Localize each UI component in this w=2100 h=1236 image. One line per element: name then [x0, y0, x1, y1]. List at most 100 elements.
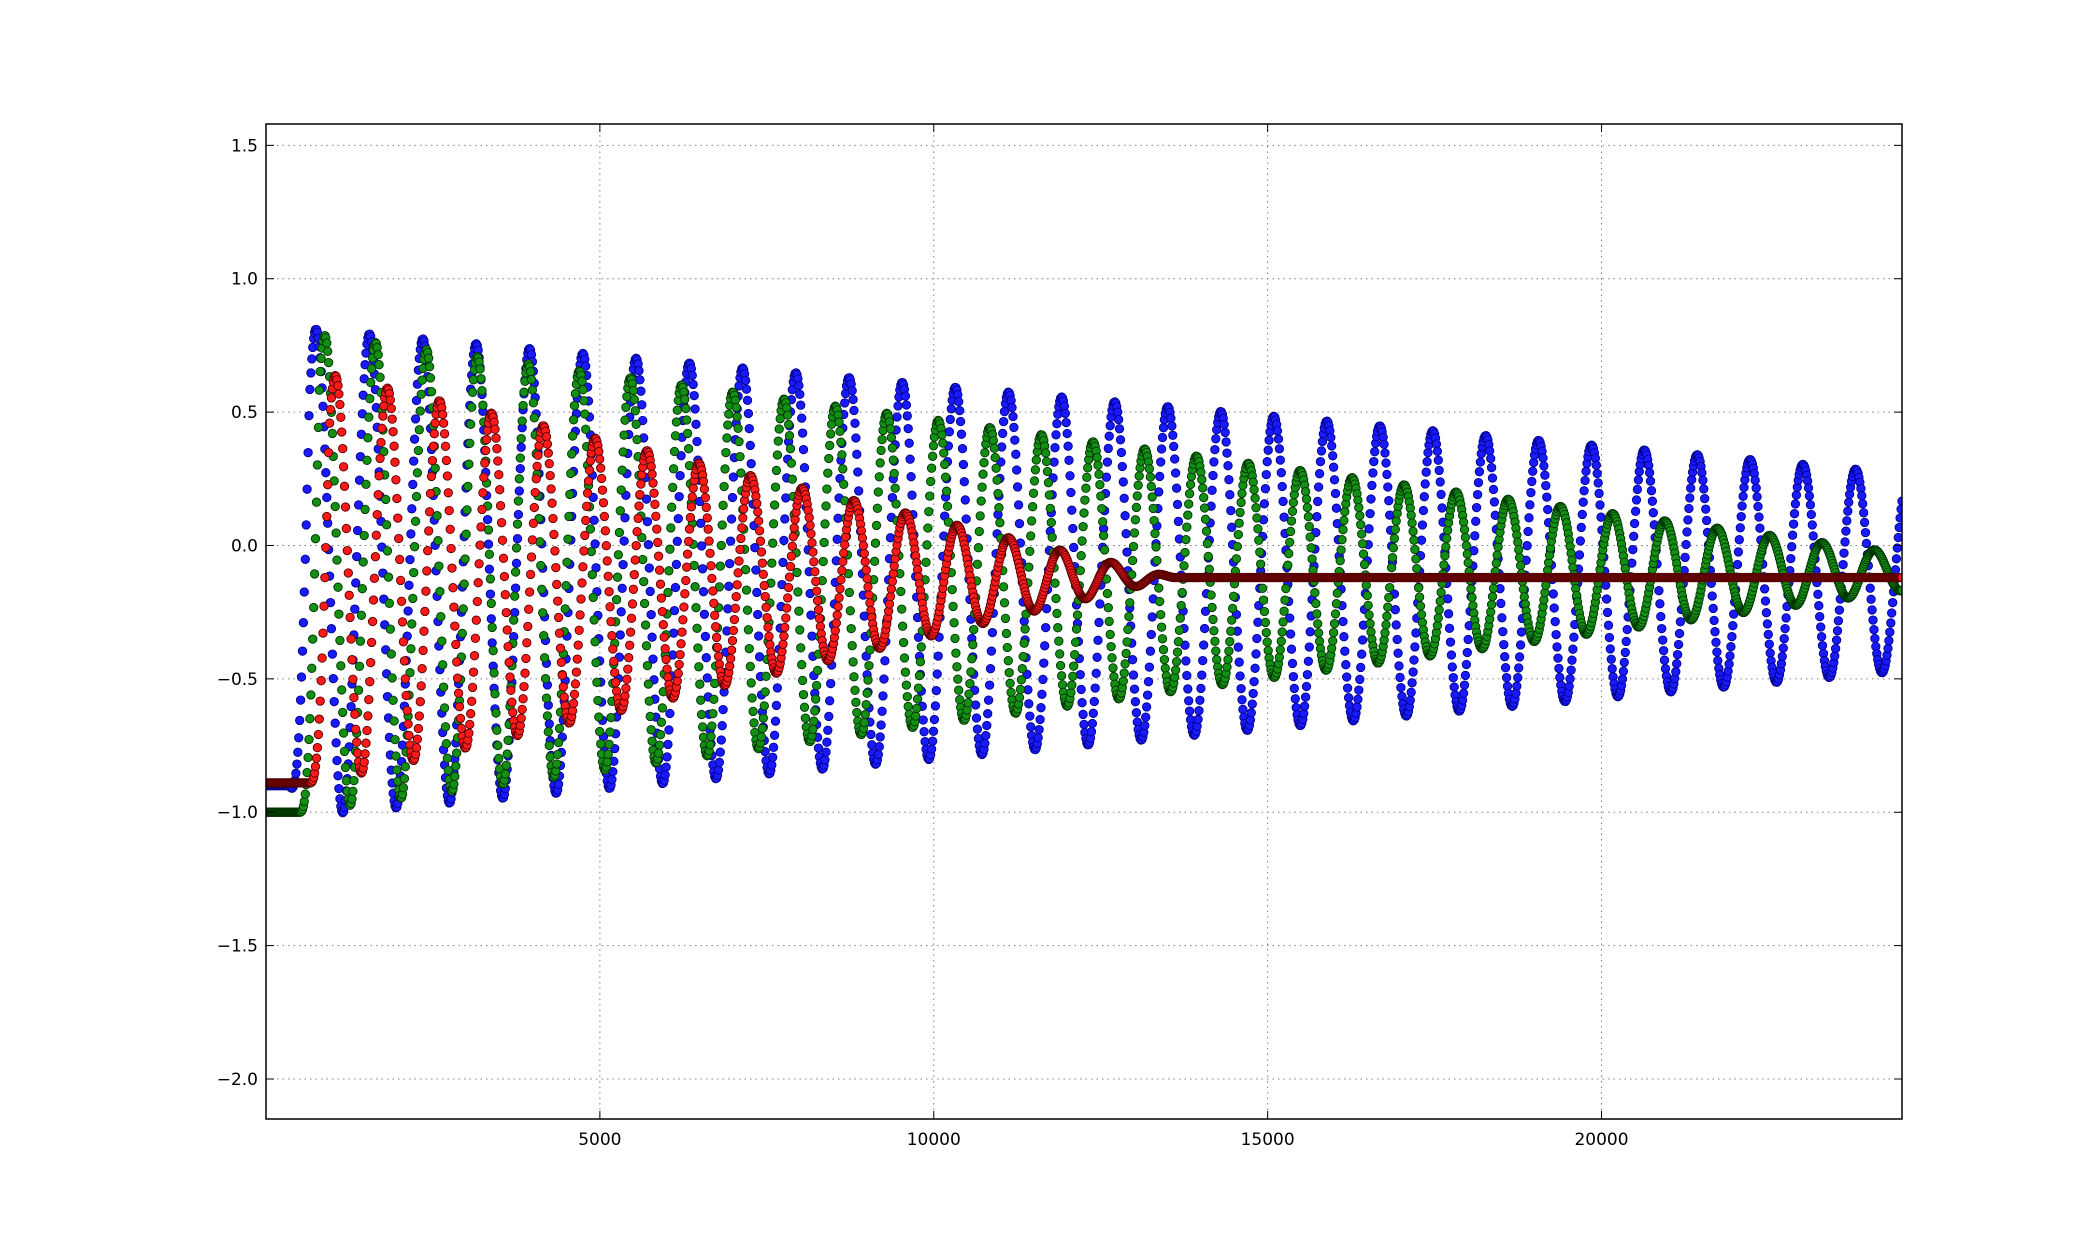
data-point: [1211, 646, 1221, 656]
data-point: [580, 530, 590, 541]
data-point: [441, 739, 452, 749]
data-point: [510, 583, 521, 593]
data-point: [543, 727, 553, 737]
data-point: [436, 612, 446, 622]
data-point: [381, 494, 391, 505]
data-point: [1170, 454, 1180, 464]
data-point: [887, 576, 898, 586]
data-point: [460, 554, 470, 564]
data-point: [417, 664, 427, 674]
data-point: [512, 519, 523, 529]
data-point: [1765, 648, 1775, 658]
data-point: [1541, 580, 1551, 590]
data-point: [1442, 533, 1452, 544]
data-point: [473, 578, 483, 588]
data-point: [341, 523, 352, 534]
data-point: [325, 404, 336, 415]
data-point: [1288, 671, 1299, 682]
data-point: [617, 465, 627, 475]
data-point: [799, 463, 810, 473]
data-point: [679, 602, 689, 612]
data-point: [1128, 670, 1139, 680]
data-point: [1861, 538, 1872, 549]
data-point: [441, 455, 452, 466]
data-point: [1077, 698, 1087, 708]
data-point: [314, 714, 324, 724]
data-point: [1734, 535, 1744, 545]
data-point: [532, 461, 542, 471]
data-point: [1439, 560, 1449, 570]
data-point: [511, 558, 522, 568]
data-point: [630, 406, 640, 416]
data-point: [424, 353, 434, 363]
data-point: [880, 656, 890, 666]
data-point: [1833, 616, 1844, 626]
data-point: [1379, 439, 1389, 449]
data-point: [1019, 638, 1029, 648]
data-point: [462, 505, 472, 515]
data-point: [503, 735, 513, 745]
data-point: [582, 488, 593, 498]
data-point: [577, 376, 587, 386]
data-point: [859, 717, 869, 728]
data-point: [1580, 475, 1590, 486]
data-point: [980, 448, 990, 458]
data-point: [383, 572, 394, 582]
data-point: [342, 545, 352, 556]
data-point: [1581, 466, 1591, 476]
data-point: [875, 458, 885, 468]
data-point: [1341, 660, 1351, 670]
data-point: [318, 628, 328, 638]
data-point: [1352, 702, 1362, 712]
data-point: [993, 488, 1003, 499]
data-point: [1121, 648, 1131, 659]
data-point: [427, 455, 438, 466]
data-point: [1392, 634, 1402, 645]
data-point: [634, 501, 644, 511]
data-point: [536, 560, 546, 571]
data-point: [1385, 582, 1395, 593]
data-point: [760, 591, 770, 602]
data-point: [689, 390, 699, 401]
data-point: [1727, 631, 1737, 642]
data-point: [1683, 515, 1693, 525]
data-point: [1122, 547, 1132, 557]
data-point: [510, 567, 521, 577]
data-point: [592, 677, 602, 687]
series-layer: [266, 324, 1902, 818]
data-point: [662, 752, 672, 762]
data-point: [337, 427, 347, 437]
data-point: [292, 759, 302, 769]
data-point: [779, 535, 789, 546]
data-point: [1169, 441, 1179, 452]
data-point: [675, 649, 685, 660]
data-point: [683, 444, 694, 454]
data-point: [553, 749, 563, 760]
data-point: [439, 703, 450, 713]
data-point: [1259, 499, 1270, 509]
data-point: [1697, 468, 1707, 478]
data-point: [375, 372, 385, 382]
data-point: [514, 474, 524, 484]
data-point: [1514, 663, 1524, 673]
data-point: [1118, 676, 1128, 686]
data-point: [1131, 502, 1142, 513]
data-point: [1041, 456, 1052, 467]
data-point: [1778, 643, 1788, 653]
data-point: [926, 744, 937, 754]
data-point: [810, 706, 820, 716]
data-point: [1339, 632, 1349, 642]
data-point: [582, 501, 592, 511]
data-point: [983, 709, 993, 719]
data-point: [1604, 632, 1615, 643]
data-point: [825, 440, 835, 451]
data-point: [1264, 435, 1274, 445]
data-point: [544, 719, 554, 729]
data-point: [639, 576, 649, 587]
data-point: [1790, 499, 1801, 509]
data-point: [493, 740, 503, 751]
data-point: [428, 441, 438, 451]
data-point: [875, 732, 885, 742]
data-point: [1460, 532, 1471, 542]
